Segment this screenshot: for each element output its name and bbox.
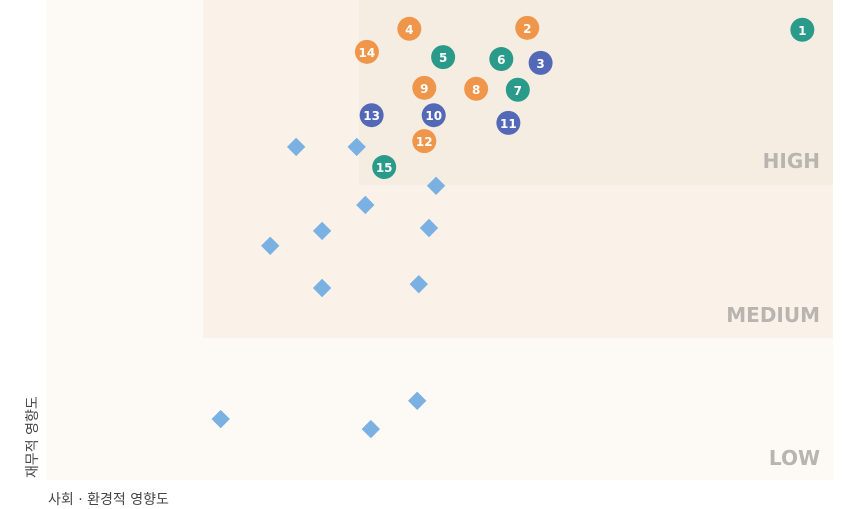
point-label: 6 (497, 53, 505, 67)
diamond-point (261, 236, 280, 255)
point-label: 3 (536, 57, 544, 71)
circle-point (528, 50, 553, 75)
circle-point (354, 39, 379, 64)
point-label: 1 (798, 24, 806, 38)
point-label: 5 (439, 51, 447, 65)
circle-point (359, 103, 384, 128)
diamond-point (419, 218, 439, 238)
point-label: 8 (472, 83, 480, 97)
point-label: 15 (376, 161, 393, 175)
point-label: 13 (363, 109, 380, 123)
y-axis-label: 재무적 영향도 (25, 396, 41, 478)
circle-point (464, 76, 489, 101)
circle-point (412, 129, 437, 154)
circle-point (790, 17, 815, 42)
diamond-point (347, 137, 366, 157)
zone-label: MEDIUM (726, 303, 820, 327)
circle-point (489, 47, 514, 72)
point-label: 9 (420, 82, 428, 96)
point-label: 10 (425, 109, 442, 123)
point-label: 4 (405, 23, 413, 37)
diamond-point (361, 419, 381, 439)
circle-point (496, 110, 521, 135)
circle-point (515, 15, 540, 40)
circle-point (431, 45, 456, 70)
diamond-point (409, 274, 428, 294)
diamond-point (312, 221, 332, 241)
circle-point (412, 75, 437, 100)
diamond-point (211, 409, 230, 429)
diamond-point (408, 391, 427, 410)
point-label: 2 (523, 22, 531, 36)
circle-point (372, 155, 397, 180)
diamond-point (286, 137, 306, 157)
point-label: 14 (359, 46, 376, 60)
diamond-point (426, 176, 446, 195)
circle-point (421, 103, 446, 128)
point-label: 11 (500, 117, 517, 131)
point-label: 12 (416, 135, 433, 149)
zone-label: HIGH (763, 149, 820, 173)
zone-label: LOW (769, 446, 820, 470)
diamond-point (312, 278, 332, 298)
circle-point (505, 77, 530, 102)
x-axis-label: 사회 · 환경적 영향도 (48, 492, 169, 508)
diamond-point (356, 195, 375, 215)
point-label: 7 (514, 84, 522, 98)
circle-point (397, 16, 422, 41)
zone-high-bg (359, 0, 833, 185)
